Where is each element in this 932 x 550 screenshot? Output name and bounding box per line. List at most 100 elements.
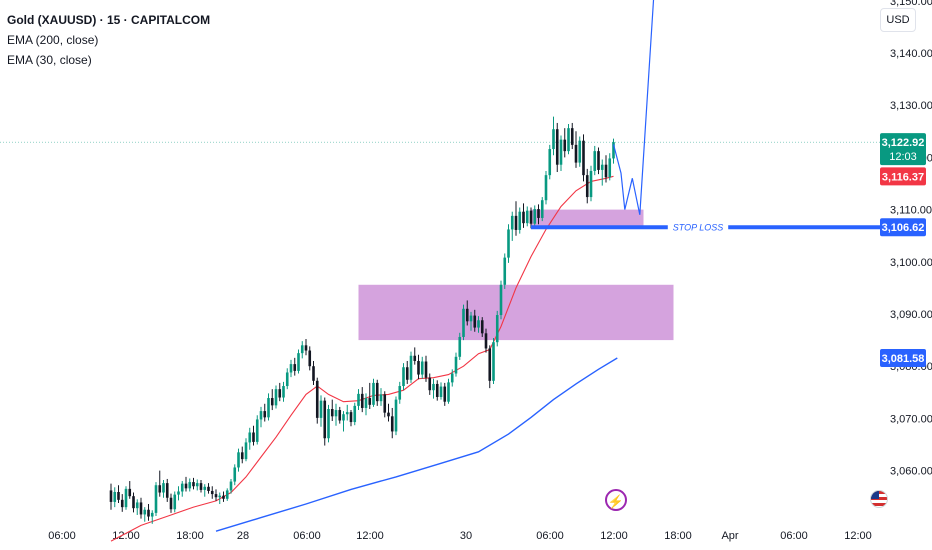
candle-body[interactable] xyxy=(495,315,499,343)
candle-body[interactable] xyxy=(585,175,589,198)
candle-body[interactable] xyxy=(315,380,319,418)
candle-body[interactable] xyxy=(195,483,199,487)
candle-body[interactable] xyxy=(207,486,210,491)
candle-body[interactable] xyxy=(428,377,432,391)
candle-body[interactable] xyxy=(229,481,233,491)
candle-body[interactable] xyxy=(210,490,214,495)
demand-zone[interactable] xyxy=(531,209,644,227)
candle-body[interactable] xyxy=(259,411,263,420)
candle-body[interactable] xyxy=(402,367,405,387)
candle-body[interactable] xyxy=(267,398,270,418)
candle-body[interactable] xyxy=(379,394,383,402)
candle-body[interactable] xyxy=(218,495,222,498)
candle-body[interactable] xyxy=(349,412,353,423)
candle-body[interactable] xyxy=(552,129,555,150)
candle-body[interactable] xyxy=(372,382,375,405)
candle-body[interactable] xyxy=(357,393,360,406)
candle-body[interactable] xyxy=(132,496,135,509)
candle-body[interactable] xyxy=(308,350,312,367)
candle-body[interactable] xyxy=(244,442,248,460)
candle-body[interactable] xyxy=(492,342,495,381)
candle-body[interactable] xyxy=(312,366,315,381)
candle-body[interactable] xyxy=(338,410,342,421)
candle-body[interactable] xyxy=(417,360,420,375)
candle-body[interactable] xyxy=(162,483,165,493)
ema30-line[interactable] xyxy=(110,175,614,542)
candle-body[interactable] xyxy=(323,400,327,439)
candle-body[interactable] xyxy=(135,502,139,509)
candle-body[interactable] xyxy=(525,210,529,224)
candle-body[interactable] xyxy=(477,320,480,328)
candle-body[interactable] xyxy=(297,353,300,371)
candle-body[interactable] xyxy=(364,398,368,408)
candle-body[interactable] xyxy=(383,394,387,413)
candle-body[interactable] xyxy=(304,345,308,351)
candle-body[interactable] xyxy=(574,144,578,163)
candle-body[interactable] xyxy=(514,215,518,230)
candle-body[interactable] xyxy=(424,361,428,378)
candle-body[interactable] xyxy=(533,209,537,224)
candle-body[interactable] xyxy=(173,494,177,510)
candle-body[interactable] xyxy=(330,409,334,417)
candle-body[interactable] xyxy=(612,142,615,159)
candle-body[interactable] xyxy=(458,336,462,357)
candle-body[interactable] xyxy=(499,284,503,316)
candle-body[interactable] xyxy=(450,373,454,383)
candle-body[interactable] xyxy=(154,485,158,513)
ema200-line[interactable] xyxy=(215,357,618,532)
us-flag-icon[interactable] xyxy=(870,490,888,508)
candle-body[interactable] xyxy=(435,383,439,397)
candle-body[interactable] xyxy=(537,209,540,218)
candle-body[interactable] xyxy=(432,383,435,391)
candle-body[interactable] xyxy=(169,497,173,510)
candle-body[interactable] xyxy=(147,509,150,517)
candle-body[interactable] xyxy=(199,483,203,490)
candle-body[interactable] xyxy=(447,382,450,402)
candle-body[interactable] xyxy=(214,494,218,498)
candle-body[interactable] xyxy=(390,416,394,432)
candle-body[interactable] xyxy=(120,499,124,508)
candle-body[interactable] xyxy=(484,333,488,349)
candle-body[interactable] xyxy=(222,495,225,499)
candle-body[interactable] xyxy=(158,485,162,493)
candle-body[interactable] xyxy=(578,140,582,163)
candle-body[interactable] xyxy=(503,257,507,285)
symbol-title[interactable]: Gold (XAUUSD) · 15 · CAPITALCOM xyxy=(7,13,211,27)
candle-body[interactable] xyxy=(548,149,552,176)
candle-body[interactable] xyxy=(454,356,458,374)
candle-body[interactable] xyxy=(124,488,128,508)
candle-body[interactable] xyxy=(177,491,180,495)
candle-body[interactable] xyxy=(203,486,207,490)
candle-body[interactable] xyxy=(405,367,409,380)
candle-body[interactable] xyxy=(465,308,469,322)
candle-body[interactable] xyxy=(375,382,379,402)
candle-body[interactable] xyxy=(255,419,259,442)
candle-body[interactable] xyxy=(188,482,192,489)
candle-body[interactable] xyxy=(109,490,113,502)
candle-body[interactable] xyxy=(555,129,559,165)
candle-body[interactable] xyxy=(345,412,349,415)
candle-body[interactable] xyxy=(139,502,143,515)
candle-body[interactable] xyxy=(394,399,398,432)
candle-body[interactable] xyxy=(274,389,278,406)
candle-body[interactable] xyxy=(480,320,484,334)
demand-zone[interactable] xyxy=(358,284,674,341)
candle-body[interactable] xyxy=(360,393,364,408)
candle-body[interactable] xyxy=(334,410,338,417)
candle-body[interactable] xyxy=(165,483,169,498)
candle-body[interactable] xyxy=(342,414,345,421)
candle-body[interactable] xyxy=(270,398,274,406)
candle-body[interactable] xyxy=(398,386,402,400)
candle-body[interactable] xyxy=(263,411,267,418)
candle-body[interactable] xyxy=(589,170,593,198)
candle-body[interactable] xyxy=(225,490,229,499)
candle-body[interactable] xyxy=(469,315,473,322)
candle-body[interactable] xyxy=(353,405,357,423)
candle-body[interactable] xyxy=(600,164,604,170)
candle-body[interactable] xyxy=(278,389,282,398)
candle-body[interactable] xyxy=(473,315,477,328)
candle-body[interactable] xyxy=(420,361,424,375)
candle-body[interactable] xyxy=(117,492,120,500)
candle-body[interactable] xyxy=(285,372,289,387)
